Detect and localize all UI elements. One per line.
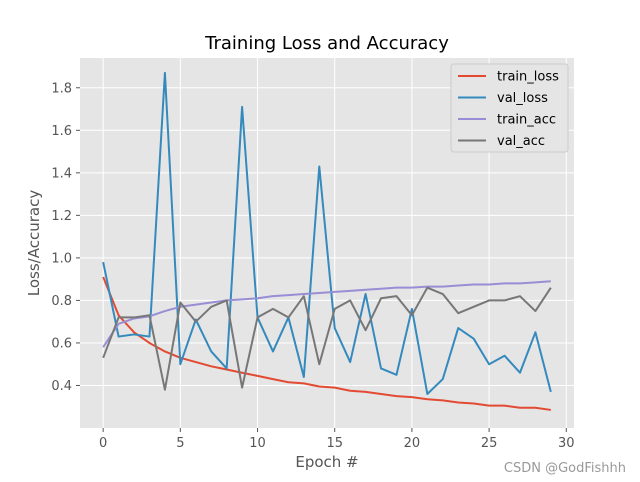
- y-tick-label: 1.0: [51, 251, 72, 266]
- x-tick-label: 15: [326, 436, 343, 451]
- legend: train_loss val_loss train_acc val_acc: [450, 63, 569, 153]
- y-axis-ticks: 0.4 0.6 0.8 1.0 1.2 1.4 1.6 1.8: [51, 81, 80, 394]
- legend-label-train-loss: train_loss: [497, 70, 559, 85]
- x-tick-label: 20: [404, 436, 421, 451]
- chart-title: Training Loss and Accuracy: [204, 33, 449, 54]
- watermark: CSDN @GodFishhh: [503, 461, 626, 476]
- y-axis-label: Loss/Accuracy: [25, 190, 43, 297]
- y-tick-label: 0.4: [51, 379, 72, 394]
- x-tick-label: 10: [249, 436, 266, 451]
- legend-box: [450, 63, 569, 153]
- series-lines: [102, 71, 552, 411]
- y-tick-label: 0.8: [51, 294, 72, 309]
- y-tick-label: 1.2: [51, 209, 72, 224]
- legend-label-train-acc: train_acc: [497, 113, 556, 128]
- y-tick-label: 1.8: [51, 81, 72, 96]
- y-tick-label: 0.6: [51, 336, 72, 351]
- series-line-train-loss: [102, 276, 551, 411]
- x-tick-label: 5: [176, 436, 184, 451]
- legend-label-val-acc: val_acc: [497, 134, 545, 149]
- series-line-train-acc: [102, 280, 551, 348]
- series-line-val-acc: [102, 286, 552, 391]
- legend-label-val-loss: val_loss: [497, 91, 548, 106]
- x-tick-label: 25: [481, 436, 498, 451]
- x-tick-label: 0: [99, 436, 107, 451]
- y-tick-label: 1.4: [51, 166, 72, 181]
- x-tick-label: 30: [558, 436, 575, 451]
- x-axis-label: Epoch #: [295, 453, 358, 471]
- y-tick-label: 1.6: [51, 124, 72, 139]
- x-axis-ticks: 0 5 10 15 20 25 30: [99, 428, 575, 451]
